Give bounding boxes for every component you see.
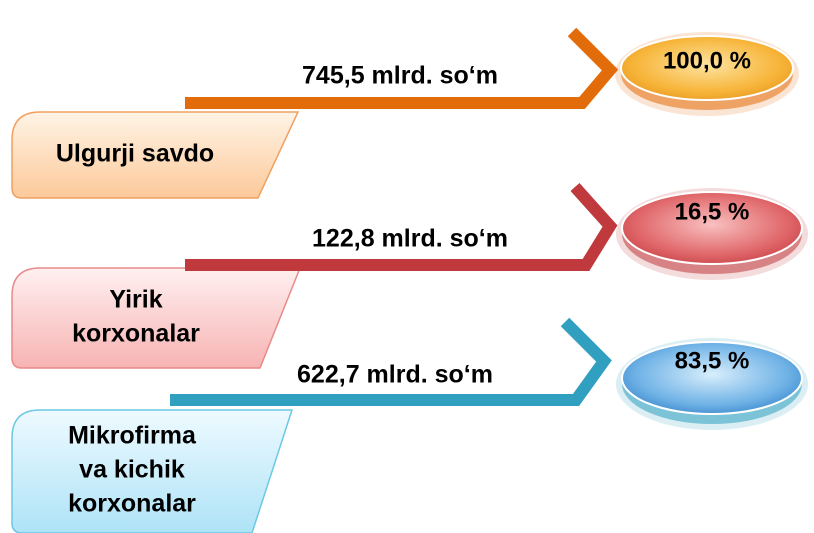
label-line: korxonalar: [68, 490, 196, 518]
percent: 83,5 %: [675, 347, 750, 374]
percent-disc: [621, 341, 803, 415]
percent-disc: [621, 191, 803, 265]
percent: 16,5 %: [675, 198, 750, 225]
percent-disc: [620, 35, 794, 101]
label-line: Yirik: [109, 286, 162, 314]
label-box: [11, 111, 300, 199]
label-line: Mikrofirma: [68, 422, 197, 450]
connector: [185, 27, 619, 109]
amount: 745,5 mlrd. so‘m: [302, 62, 498, 90]
label-line: korxonalar: [72, 320, 200, 348]
label-line: Ulgurji savdo: [56, 140, 214, 168]
label-line: va kichik: [79, 456, 185, 484]
amount: 622,7 mlrd. so‘m: [297, 361, 493, 389]
amount: 122,8 mlrd. so‘m: [312, 225, 508, 253]
label-box: [11, 267, 302, 369]
percent: 100,0 %: [663, 47, 751, 74]
connector: [185, 182, 618, 271]
connector: [170, 317, 612, 406]
